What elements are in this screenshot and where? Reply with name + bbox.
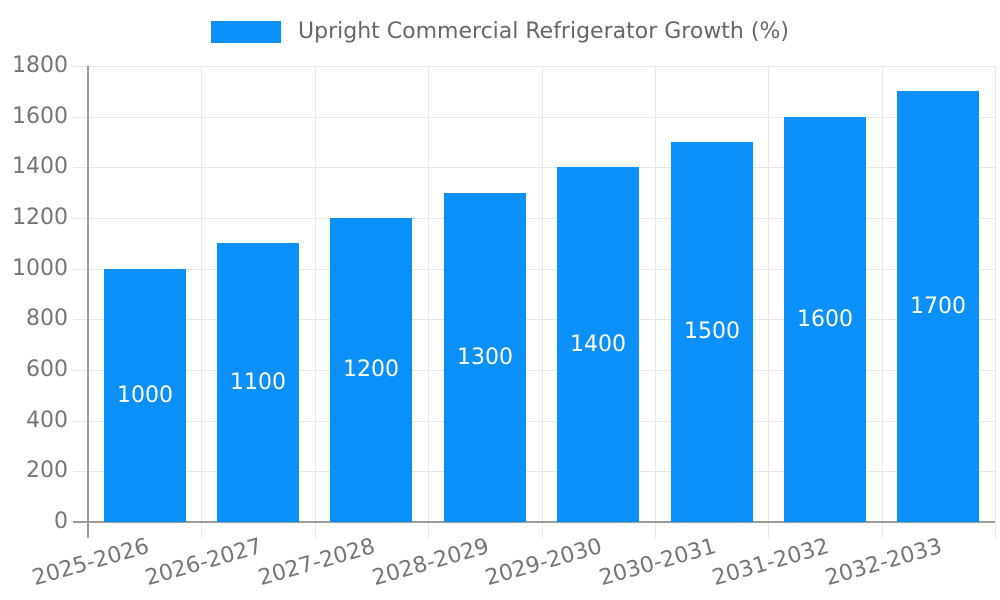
y-gridline [73, 117, 995, 118]
y-axis-tick-label: 0 [54, 509, 68, 534]
y-axis-tick-label: 800 [26, 306, 68, 331]
bar-2029-2030 [557, 167, 639, 522]
x-axis-tick-label: 2025-2026 [29, 534, 152, 592]
bar-2031-2032 [784, 117, 866, 522]
x-gridline [882, 66, 883, 538]
y-axis-tick-label: 1400 [12, 154, 68, 179]
y-gridline [73, 167, 995, 168]
x-axis-tick-label: 2027-2028 [255, 534, 378, 592]
y-axis-tick-label: 1800 [12, 53, 68, 78]
x-gridline [428, 66, 429, 538]
y-gridline [73, 218, 995, 219]
x-axis-tick-label: 2032-2033 [822, 534, 945, 592]
x-axis-line [73, 521, 995, 523]
x-gridline [655, 66, 656, 538]
x-gridline [201, 66, 202, 538]
bar-value-label: 1300 [457, 345, 513, 370]
bar-value-label: 1500 [684, 319, 740, 344]
x-gridline [315, 66, 316, 538]
bar-value-label: 1200 [343, 357, 399, 382]
x-axis-tick-label: 2031-2032 [709, 534, 832, 592]
y-axis-tick-label: 400 [26, 408, 68, 433]
y-axis-tick-label: 1000 [12, 256, 68, 281]
x-axis-tick-label: 2026-2027 [142, 534, 265, 592]
x-gridline [768, 66, 769, 538]
y-gridline [73, 370, 995, 371]
y-axis-tick-label: 1200 [12, 205, 68, 230]
x-axis-tick-label: 2030-2031 [596, 534, 719, 592]
x-gridline [995, 66, 996, 538]
y-axis-line [87, 66, 89, 538]
bar-value-label: 1400 [570, 332, 626, 357]
y-gridline [73, 66, 995, 67]
y-axis-tick-label: 200 [26, 458, 68, 483]
bar-value-label: 1700 [910, 294, 966, 319]
y-gridline [73, 421, 995, 422]
bar-value-label: 1100 [230, 370, 286, 395]
bar-2026-2027 [217, 243, 299, 522]
bar-2032-2033 [897, 91, 979, 522]
y-gridline [73, 319, 995, 320]
x-gridline [542, 66, 543, 538]
legend-swatch-icon [211, 21, 282, 43]
y-axis-tick-label: 600 [26, 357, 68, 382]
x-axis-tick-label: 2029-2030 [482, 534, 605, 592]
legend-label: Upright Commercial Refrigerator Growth (… [298, 19, 789, 44]
bar-2025-2026 [104, 269, 186, 522]
y-axis-tick-label: 1600 [12, 104, 68, 129]
y-gridline [73, 269, 995, 270]
x-axis-tick-label: 2028-2029 [369, 534, 492, 592]
legend: Upright Commercial Refrigerator Growth (… [0, 18, 1000, 46]
bar-2027-2028 [330, 218, 412, 522]
bar-value-label: 1000 [117, 383, 173, 408]
bar-value-label: 1600 [797, 307, 853, 332]
bar-2028-2029 [444, 193, 526, 522]
y-gridline [73, 471, 995, 472]
bar-2030-2031 [671, 142, 753, 522]
